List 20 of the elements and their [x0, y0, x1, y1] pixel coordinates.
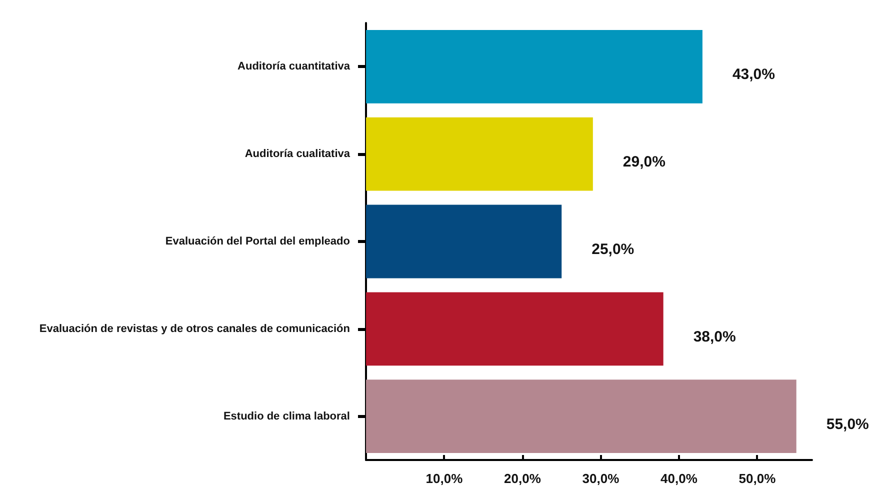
bar	[366, 204, 562, 278]
y-tick-label: Estudio de clima laboral	[223, 410, 350, 422]
y-tick-label: Evaluación del Portal del empleado	[165, 236, 350, 248]
bar	[366, 117, 593, 191]
x-tick-label: 10,0%	[426, 471, 464, 486]
bar	[366, 30, 702, 104]
bar	[366, 292, 664, 366]
y-tick-label: Auditoría cuantitativa	[238, 60, 351, 73]
bar	[366, 380, 796, 454]
data-label: 38,0%	[693, 328, 736, 346]
x-tick-label: 40,0%	[660, 471, 698, 486]
x-tick-label: 50,0%	[738, 471, 776, 486]
data-label: 55,0%	[826, 416, 869, 433]
y-tick-label: Evaluación de revistas y de otros canales de comunicación	[39, 322, 350, 335]
data-label: 43,0%	[732, 66, 776, 84]
data-label: 29,0%	[622, 154, 666, 171]
x-tick-label: 30,0%	[582, 471, 620, 486]
data-label: 25,0%	[592, 241, 634, 258]
x-tick-label: 20,0%	[504, 471, 542, 486]
y-tick-label: Auditoría cualitativa	[244, 148, 351, 160]
